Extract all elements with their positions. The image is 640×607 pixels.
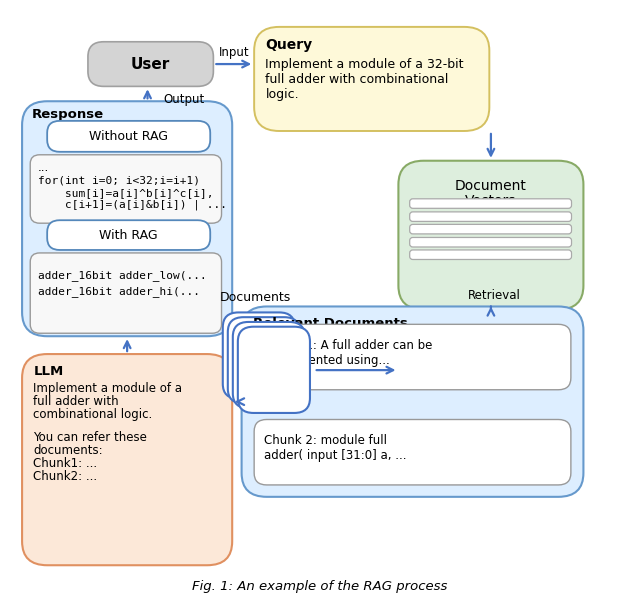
FancyBboxPatch shape	[254, 27, 490, 131]
FancyBboxPatch shape	[238, 327, 310, 413]
Text: Without RAG: Without RAG	[89, 130, 168, 143]
FancyBboxPatch shape	[228, 317, 300, 404]
Text: Chunk2: ...: Chunk2: ...	[33, 470, 97, 483]
Text: LLM: LLM	[33, 365, 63, 378]
FancyBboxPatch shape	[30, 253, 221, 333]
Text: Retrieval: Retrieval	[468, 290, 520, 302]
Text: Chunk1: ...: Chunk1: ...	[33, 457, 97, 470]
FancyBboxPatch shape	[30, 155, 221, 223]
Text: Document: Document	[455, 178, 527, 192]
Text: You can refer these: You can refer these	[33, 431, 147, 444]
Text: Documents: Documents	[220, 291, 291, 304]
Text: ...: ...	[38, 161, 49, 174]
Text: full adder with combinational: full adder with combinational	[266, 73, 449, 86]
Text: Vectors: Vectors	[465, 194, 516, 208]
Text: combinational logic.: combinational logic.	[33, 409, 152, 421]
Text: implemented using...: implemented using...	[264, 353, 390, 367]
Text: User: User	[131, 56, 170, 72]
Text: for(int i=0; i<32;i=i+1): for(int i=0; i<32;i=i+1)	[38, 176, 200, 186]
Text: adder_16bit adder_low(...: adder_16bit adder_low(...	[38, 270, 207, 281]
FancyBboxPatch shape	[47, 121, 211, 152]
FancyBboxPatch shape	[242, 307, 584, 497]
Text: Implement a module of a 32-bit: Implement a module of a 32-bit	[266, 58, 464, 71]
FancyBboxPatch shape	[47, 220, 211, 250]
Text: Response: Response	[31, 108, 104, 121]
Text: Chunk 1: A full adder can be: Chunk 1: A full adder can be	[264, 339, 433, 351]
FancyBboxPatch shape	[410, 225, 572, 234]
Text: Query: Query	[266, 38, 312, 52]
Text: With RAG: With RAG	[99, 229, 158, 242]
FancyBboxPatch shape	[410, 250, 572, 259]
Text: adder( input [31:0] a, ...: adder( input [31:0] a, ...	[264, 449, 406, 462]
FancyBboxPatch shape	[88, 42, 213, 86]
FancyBboxPatch shape	[254, 419, 571, 485]
Text: documents:: documents:	[33, 444, 103, 457]
Text: Input: Input	[218, 46, 249, 59]
FancyBboxPatch shape	[22, 354, 232, 565]
FancyBboxPatch shape	[410, 212, 572, 222]
FancyBboxPatch shape	[398, 161, 584, 310]
Text: Relevant Documents: Relevant Documents	[253, 317, 408, 330]
FancyBboxPatch shape	[410, 237, 572, 247]
FancyBboxPatch shape	[223, 313, 295, 399]
Text: adder_16bit adder_hi(...: adder_16bit adder_hi(...	[38, 286, 200, 297]
Text: c[i+1]=(a[i]&b[i]) | ...: c[i+1]=(a[i]&b[i]) | ...	[38, 200, 227, 210]
FancyBboxPatch shape	[233, 322, 305, 408]
FancyBboxPatch shape	[22, 101, 232, 336]
Text: Output: Output	[163, 93, 204, 106]
Text: logic.: logic.	[266, 87, 299, 101]
Text: full adder with: full adder with	[33, 395, 119, 408]
Text: sum[i]=a[i]^b[i]^c[i],: sum[i]=a[i]^b[i]^c[i],	[38, 188, 213, 198]
FancyBboxPatch shape	[254, 324, 571, 390]
Text: Fig. 1: An example of the RAG process: Fig. 1: An example of the RAG process	[192, 580, 448, 592]
Text: Implement a module of a: Implement a module of a	[33, 382, 182, 395]
Text: Chunk 2: module full: Chunk 2: module full	[264, 434, 387, 447]
FancyBboxPatch shape	[410, 199, 572, 208]
